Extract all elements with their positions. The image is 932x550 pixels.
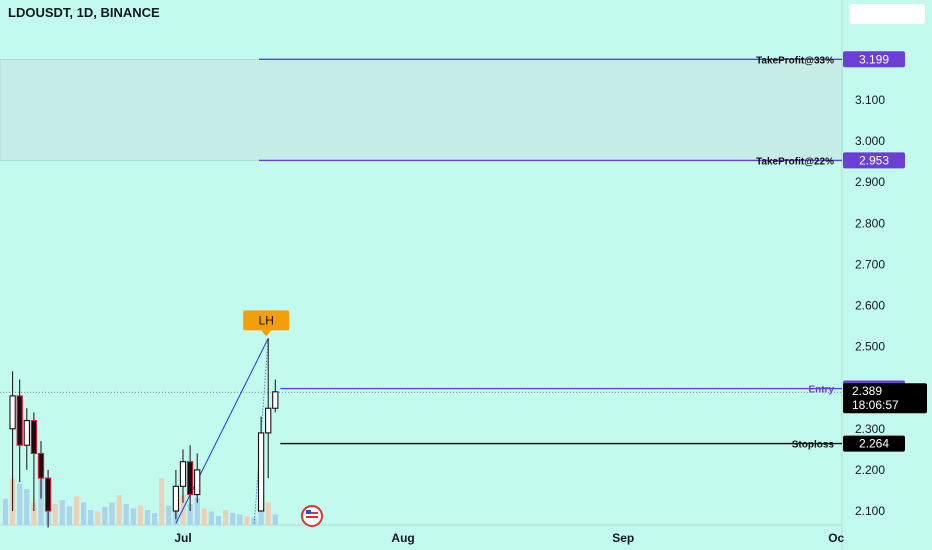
volume-bar (208, 511, 214, 525)
volume-bar (194, 498, 200, 525)
candle-body (265, 407, 272, 434)
level-price-value: 2.953 (859, 153, 889, 167)
volume-bar (173, 500, 179, 525)
candle-body (186, 461, 194, 496)
volume-bar (10, 478, 16, 525)
volume-bar (272, 514, 278, 525)
countdown-timer: 18:06:57 (852, 398, 899, 412)
volume-bar (66, 506, 72, 525)
volume-bar (152, 513, 158, 525)
y-tick-label: 2.900 (855, 175, 885, 189)
y-tick-label: 2.100 (855, 504, 885, 518)
volume-bar (116, 495, 122, 525)
indicator-box[interactable] (849, 4, 925, 24)
volume-bar (137, 505, 143, 525)
candle-body (9, 395, 16, 430)
annotation-badge (243, 310, 290, 331)
volume-bar (59, 500, 65, 525)
level-label: Entry (808, 385, 834, 396)
level-label: TakeProfit@22% (756, 156, 834, 167)
flag-icon-canton (306, 510, 311, 514)
volume-bar (159, 478, 165, 525)
x-tick-label: Jul (174, 531, 191, 545)
candle-body (257, 432, 265, 512)
y-tick-label: 2.300 (855, 422, 885, 436)
volume-bar (52, 504, 58, 525)
annotation-pointer (261, 330, 272, 337)
level-price-tag (843, 380, 905, 397)
annotation-label: LH (259, 313, 274, 327)
current-price-tag (843, 383, 927, 414)
volume-bar (95, 511, 101, 525)
volume-bar (265, 502, 271, 525)
candle-body (37, 452, 45, 479)
volume-bar (45, 486, 51, 525)
volume-bar (166, 505, 172, 525)
volume-bar (123, 504, 129, 525)
y-tick-label: 2.500 (855, 340, 885, 354)
level-price-tag (843, 435, 905, 452)
y-tick-label: 2.800 (855, 216, 885, 230)
level-price-tag (843, 152, 905, 169)
take-profit-zone (0, 59, 843, 161)
level-price-value: 2.398 (859, 382, 889, 396)
volume-bar (201, 508, 207, 525)
candle-body (179, 461, 187, 487)
candle-body (172, 485, 180, 512)
candle-body (23, 420, 30, 446)
trend-line (175, 338, 269, 524)
volume-bar (73, 496, 80, 525)
volume-bar (244, 516, 250, 525)
volume-bar (215, 516, 222, 525)
candle-body (30, 420, 38, 455)
y-tick-label: 3.100 (855, 93, 885, 107)
level-price-tag (843, 51, 905, 68)
volume-bar (180, 495, 186, 525)
candle-body (44, 477, 52, 512)
volume-bar (109, 502, 115, 525)
x-tick-label: Sep (612, 531, 634, 545)
level-price-value: 3.199 (859, 52, 889, 66)
volume-bar (130, 508, 136, 525)
volume-bar (258, 499, 264, 525)
volume-bar (237, 514, 243, 525)
y-tick-label: 2.600 (855, 299, 885, 313)
volume-bar (24, 489, 30, 525)
volume-bar (38, 457, 44, 525)
volume-bar (230, 513, 236, 525)
candle-body (16, 395, 23, 446)
volume-bar (17, 483, 23, 525)
y-tick-label: 2.200 (855, 463, 885, 477)
candle-body (272, 391, 279, 409)
y-tick-label: 3.000 (855, 134, 885, 148)
current-price-value: 2.389 (852, 384, 882, 398)
volume-bar (251, 517, 257, 525)
volume-bar (187, 504, 193, 525)
flag-icon-stripe (306, 512, 318, 514)
trend-line-dotted (253, 338, 269, 524)
volume-bar (81, 502, 87, 525)
flag-icon-stripe (306, 516, 318, 518)
candle-body (194, 469, 201, 496)
volume-bar (144, 510, 151, 525)
y-tick-label: 2.700 (855, 257, 885, 271)
flag-icon (301, 505, 323, 527)
level-label: Stoploss (792, 440, 835, 451)
level-label: TakeProfit@33% (756, 55, 834, 66)
symbol-title: LDOUSDT, 1D, BINANCE (8, 5, 160, 20)
x-tick-label: Aug (391, 531, 414, 545)
volume-bar (223, 510, 229, 525)
level-price-value: 2.264 (859, 437, 889, 451)
volume-bar (31, 502, 37, 525)
x-tick-label: Oc (828, 531, 844, 545)
volume-bar (102, 507, 108, 525)
volume-bar (2, 498, 9, 525)
volume-bar (88, 510, 94, 525)
